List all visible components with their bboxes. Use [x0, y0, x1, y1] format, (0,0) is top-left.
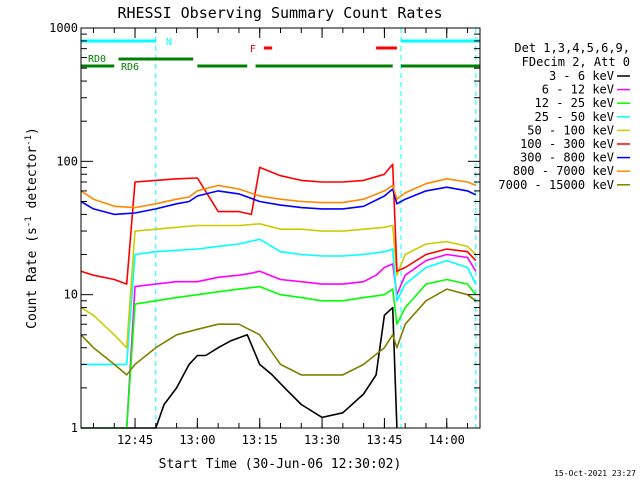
y-tick-label-3: 1000 [49, 21, 78, 35]
rd0-label: RD0 [88, 54, 106, 65]
x-axis-label: Start Time (30-Jun-06 12:30:02) [159, 457, 402, 472]
x-tick-label-4: 13:45 [366, 433, 402, 447]
legend-label-1: 6 - 12 keV [542, 83, 614, 97]
legend-label-0: 3 - 6 keV [549, 69, 614, 83]
legend-label-3: 25 - 50 keV [535, 110, 614, 124]
flare-flag-label: F [250, 44, 256, 55]
night-flag-label: N [166, 37, 172, 48]
series-line-1 [81, 253, 477, 429]
plot-frame [80, 27, 481, 429]
legend-header-line-2: FDecim 2, Att 0 [522, 55, 630, 69]
x-tick-label-3: 13:30 [304, 433, 340, 447]
y-axis-label-sup1: -1 [24, 216, 34, 227]
series-line-4 [80, 223, 477, 349]
series-line-8 [80, 288, 477, 376]
y-axis-label-mid: detector [25, 146, 40, 217]
y-tick-label-0: 1 [71, 421, 78, 435]
instrument-flags-layer: N F RD0 RD6 [81, 28, 480, 428]
legend-label-6: 300 - 800 keV [520, 151, 614, 165]
rd6-label: RD6 [121, 62, 139, 73]
legend-label-8: 7000 - 15000 keV [498, 178, 614, 192]
x-tick-label-0: 12:45 [117, 433, 153, 447]
y-tick-label-1: 10 [64, 288, 78, 302]
series-line-3 [81, 238, 477, 366]
y-axis-label: Count Rate (s-1 detector-1) [24, 127, 40, 329]
legend-header-line-1: Det 1,3,4,5,6,9, [514, 41, 630, 55]
series-line-7 [80, 178, 477, 209]
series-line-6 [80, 186, 477, 216]
axes-layer: 1 10 100 1000 12:45 13:00 13:15 13:30 13:45 14:00 [49, 21, 481, 447]
series-line-2 [81, 278, 477, 429]
legend-label-5: 100 - 300 keV [520, 137, 614, 151]
legend-label-4: 50 - 100 keV [527, 123, 614, 137]
chart-title: RHESSI Observing Summary Count Rates [117, 4, 442, 22]
y-axis-label-end: ) [25, 127, 40, 135]
legend-label-2: 12 - 25 keV [535, 96, 614, 110]
x-tick-label-2: 13:15 [242, 433, 278, 447]
y-tick-label-2: 100 [56, 154, 78, 168]
render-timestamp: 15-Oct-2021 23:27 [554, 469, 636, 478]
y-axis-label-main: Count Rate (s [25, 227, 40, 329]
x-tick-label-1: 13:00 [179, 433, 215, 447]
x-tick-label-5: 14:00 [429, 433, 465, 447]
series-line-5 [80, 163, 477, 285]
legend-label-7: 800 - 7000 keV [513, 164, 614, 178]
series-layer [80, 163, 477, 429]
series-line-0 [81, 306, 398, 429]
y-axis-label-sup2: -1 [24, 135, 34, 146]
